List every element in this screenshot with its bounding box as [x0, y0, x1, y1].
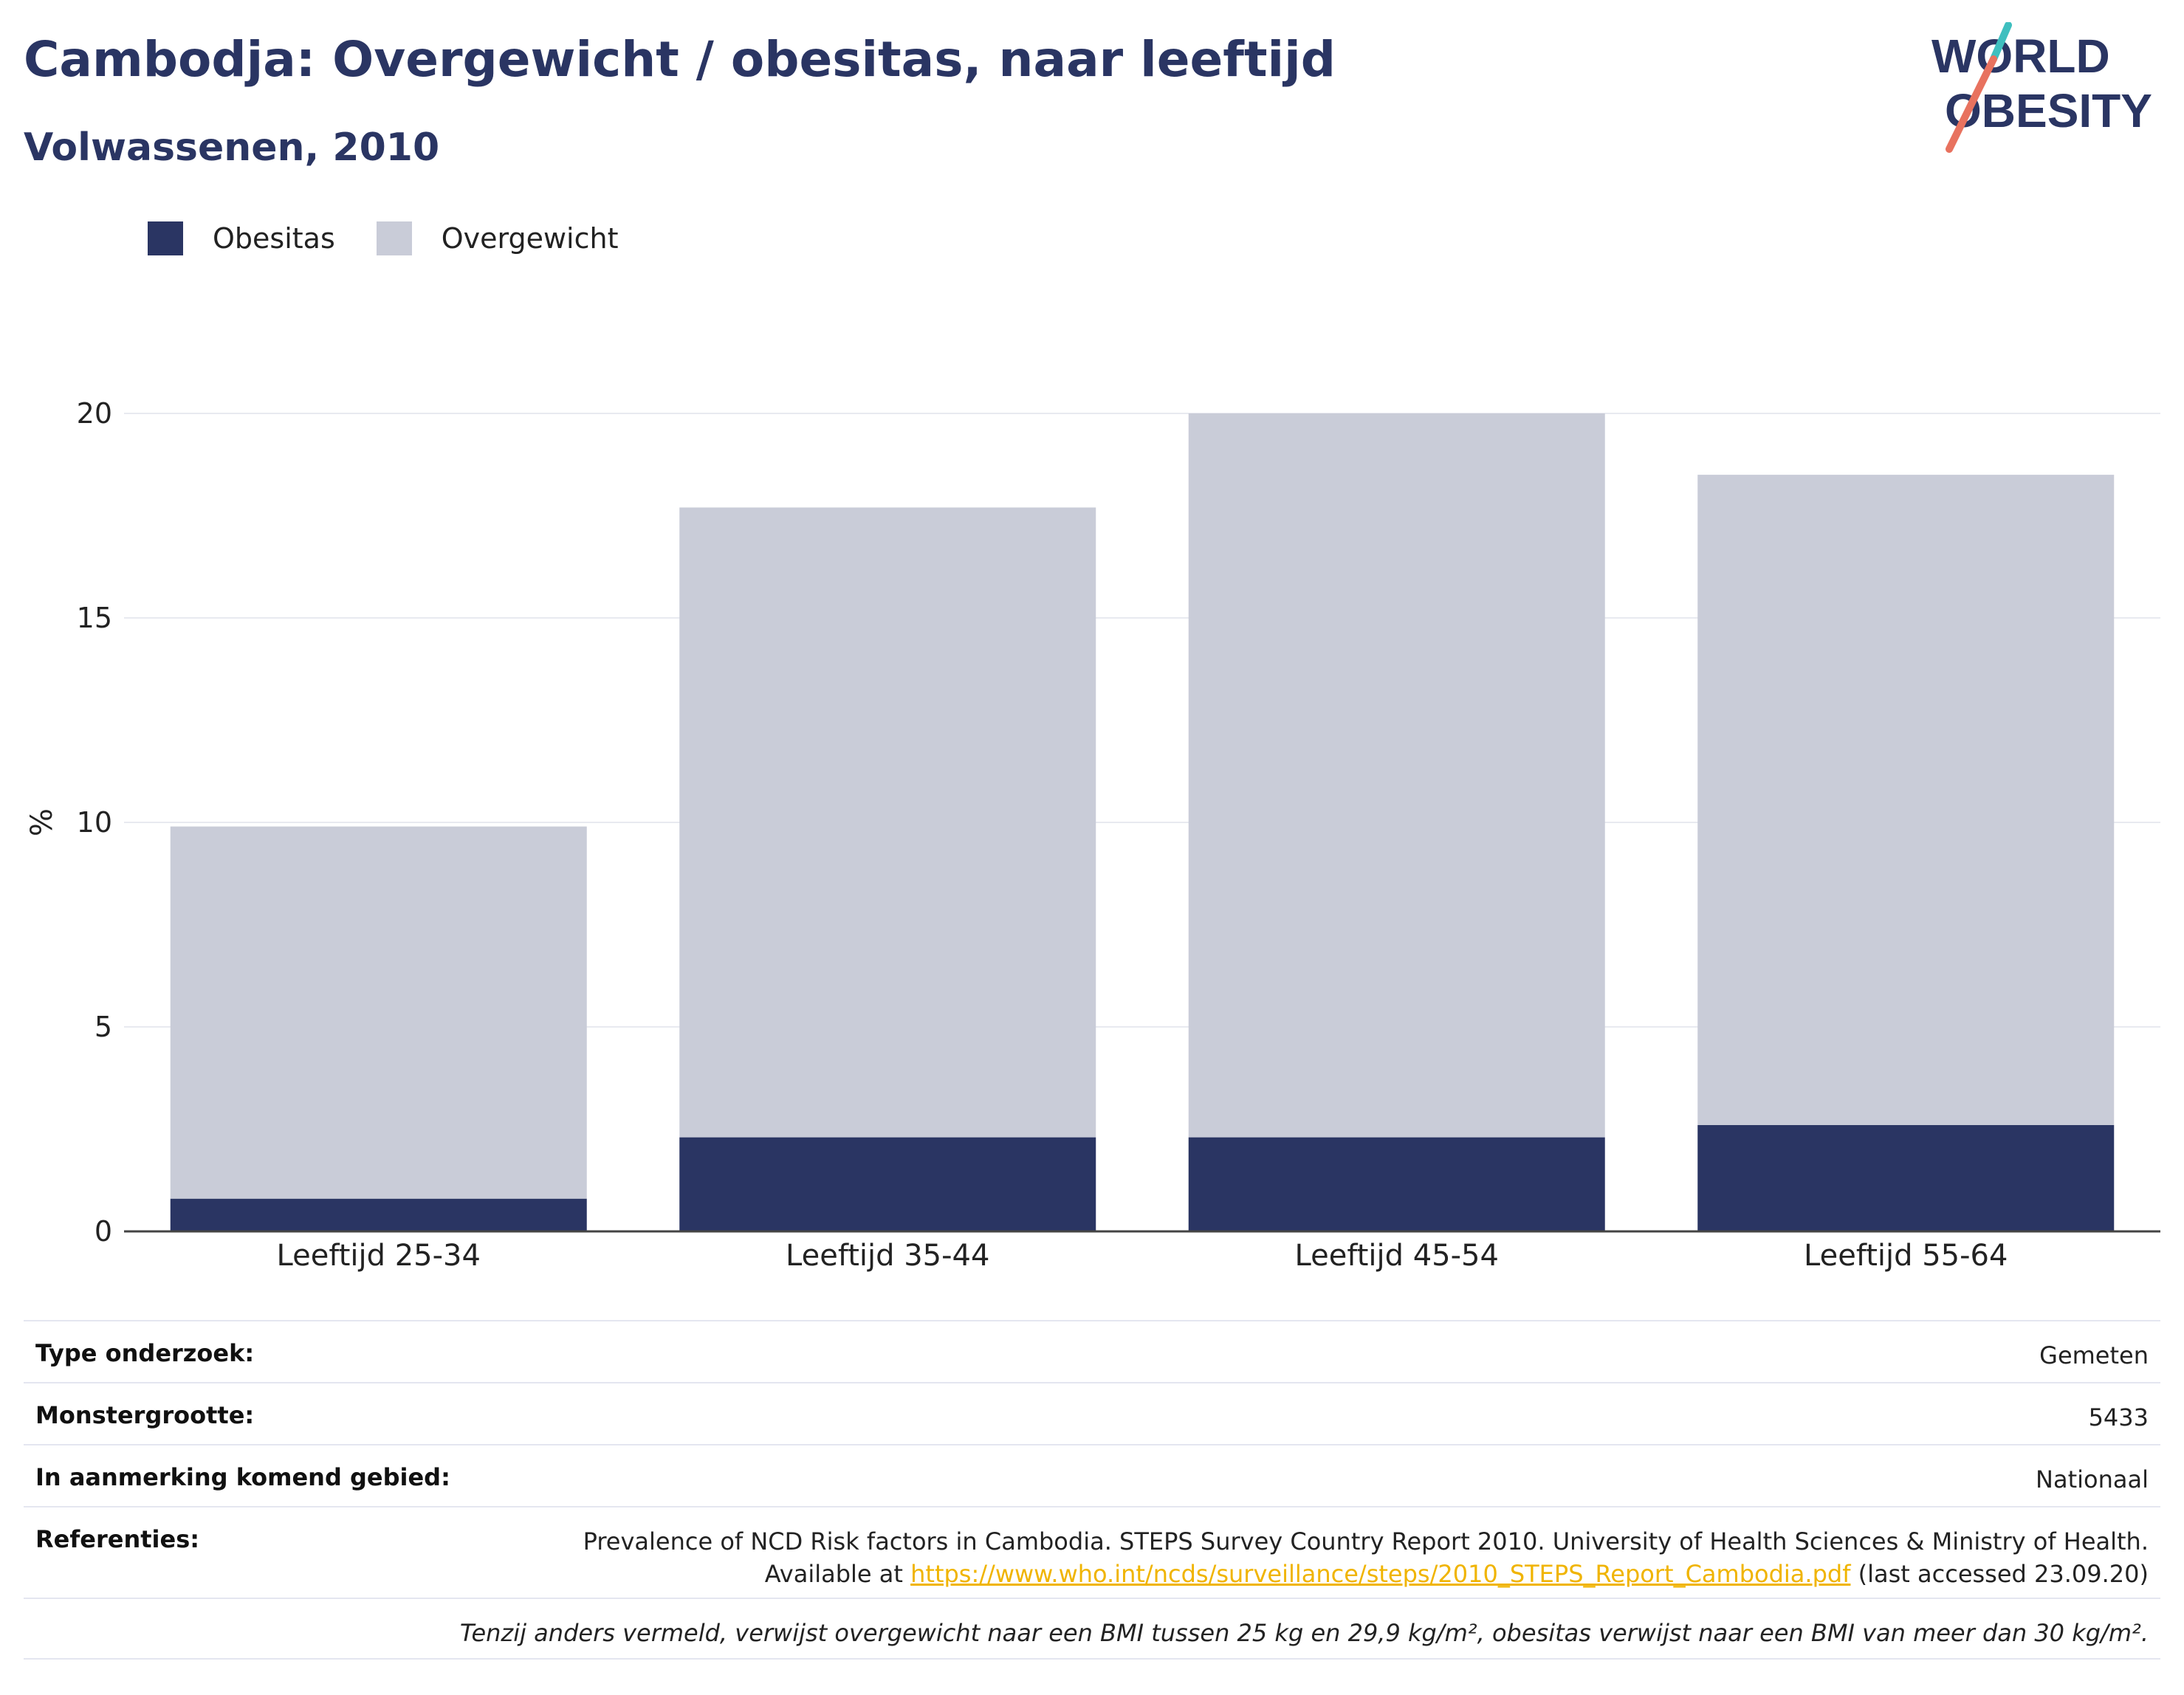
area-label: In aanmerking komend gebied: — [35, 1463, 450, 1491]
x-tick-label: Leeftijd 35-44 — [786, 1239, 989, 1273]
bar-overgewicht-1 — [170, 826, 587, 1199]
info-row-sample: Monstergrootte: 5433 — [24, 1382, 2160, 1444]
area-value: Nationaal — [2036, 1465, 2149, 1493]
x-tick-label: Leeftijd 25-34 — [277, 1239, 481, 1273]
y-tick-label: 15 — [77, 602, 112, 634]
definition-note: Tenzij anders vermeld, verwijst overgewi… — [459, 1619, 2149, 1647]
bar-obesitas-1 — [170, 1198, 587, 1231]
chart-subtitle: Volwassenen, 2010 — [24, 126, 440, 170]
x-tick-label: Leeftijd 55-64 — [1804, 1239, 2008, 1273]
reference-accessed: (last accessed 23.09.20) — [1850, 1560, 2149, 1588]
sample-label: Monstergrootte: — [35, 1401, 255, 1429]
chart-title: Cambodja: Overgewicht / obesitas, naar l… — [24, 31, 1336, 88]
legend-item-overgewicht[interactable]: Overgewicht — [376, 221, 619, 255]
y-tick-label: 5 — [95, 1011, 112, 1043]
bar-overgewicht-3 — [1188, 413, 1605, 1138]
type-value: Gemeten — [2039, 1341, 2149, 1369]
chart-legend: Obesitas Overgewicht — [148, 219, 660, 258]
legend-swatch-overgewicht — [376, 221, 412, 255]
legend-label-overgewicht: Overgewicht — [441, 222, 619, 255]
info-row-type: Type onderzoek: Gemeten — [24, 1320, 2160, 1382]
y-tick-label: 0 — [95, 1215, 112, 1248]
info-row-area: In aanmerking komend gebied: Nationaal — [24, 1444, 2160, 1506]
references-value: Prevalence of NCD Risk factors in Cambod… — [583, 1507, 2149, 1590]
reference-available-prefix: Available at — [764, 1560, 911, 1588]
legend-item-obesitas[interactable]: Obesitas — [148, 221, 335, 255]
bar-chart: 0 5 10 15 20% Leeftijd 25-34 Leeftijd 35-44 Lee… — [25, 397, 2160, 1273]
bar-overgewicht-4 — [1697, 475, 2115, 1125]
reference-text: Prevalence of NCD Risk factors in Cambod… — [583, 1527, 2149, 1555]
info-row-note: Tenzij anders vermeld, verwijst overgewi… — [24, 1598, 2160, 1660]
y-tick-label: 20 — [77, 397, 112, 430]
legend-swatch-obesitas — [148, 221, 183, 255]
legend-label-obesitas: Obesitas — [213, 222, 335, 255]
info-table: Type onderzoek: Gemeten Monstergrootte: … — [24, 1320, 2160, 1660]
x-tick-label: Leeftijd 45-54 — [1295, 1239, 1499, 1273]
world-obesity-logo: WORLD OBESITY — [1931, 22, 2152, 153]
y-tick-label: 10 — [77, 806, 112, 839]
bar-overgewicht-2 — [679, 507, 1096, 1138]
bar-obesitas-4 — [1697, 1124, 2115, 1231]
logo-text-world: WORLD — [1931, 30, 2110, 83]
type-label: Type onderzoek: — [35, 1339, 255, 1367]
y-axis-label: % — [25, 808, 59, 836]
bar-obesitas-3 — [1188, 1137, 1605, 1231]
reference-link[interactable]: https://www.who.int/ncds/surveillance/st… — [910, 1560, 1851, 1588]
info-row-references: Referenties: Prevalence of NCD Risk fact… — [24, 1506, 2160, 1598]
sample-value: 5433 — [2088, 1403, 2149, 1431]
references-label: Referenties: — [35, 1525, 200, 1553]
bar-obesitas-2 — [679, 1137, 1096, 1231]
